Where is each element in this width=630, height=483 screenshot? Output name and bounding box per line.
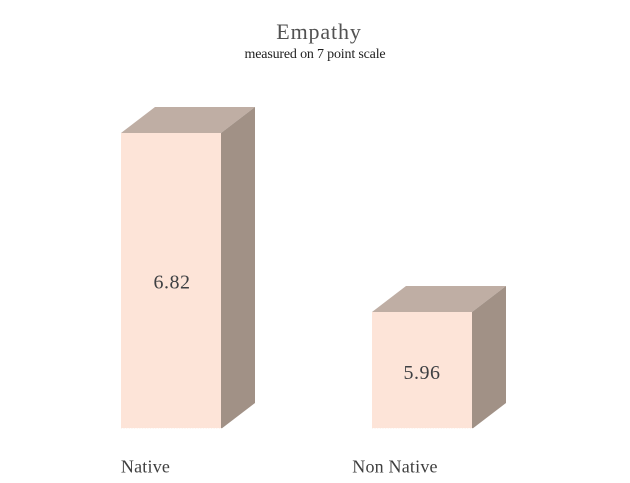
svg-text:6.82: 6.82 <box>154 271 191 293</box>
svg-text:Non Native: Non Native <box>352 457 437 477</box>
svg-text:Native: Native <box>121 457 170 477</box>
svg-text:5.96: 5.96 <box>404 362 441 384</box>
